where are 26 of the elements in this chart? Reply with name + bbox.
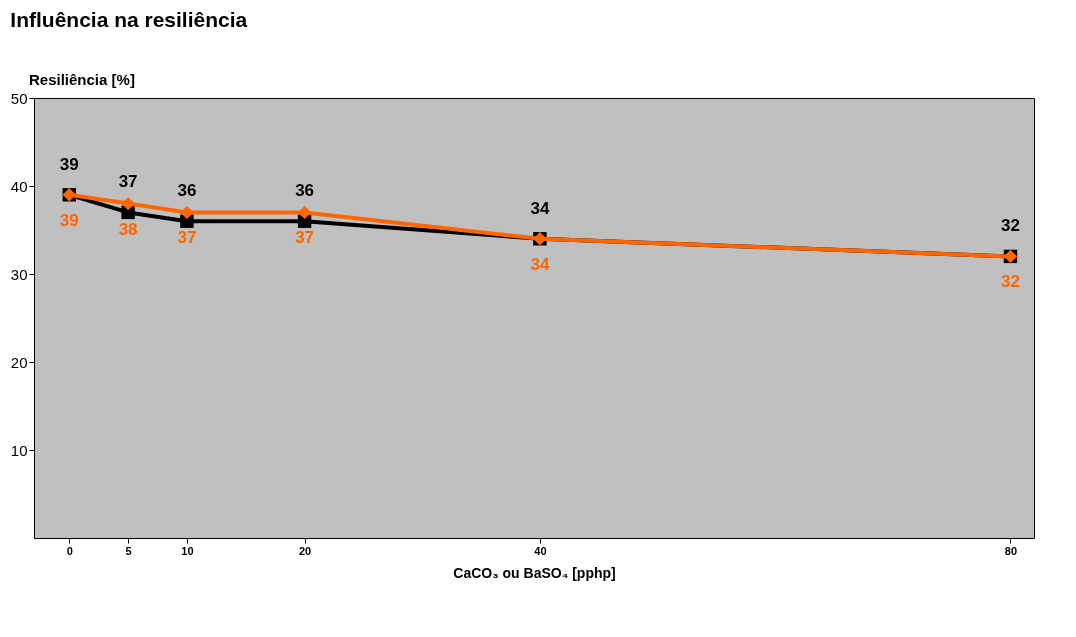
data-label: 36 — [295, 181, 315, 201]
x-tick-label: 5 — [125, 544, 132, 557]
x-tick-label: 0 — [66, 544, 73, 557]
data-label: 39 — [59, 154, 79, 174]
y-tick-label: 40 — [10, 177, 28, 195]
chart-title: Influência na resiliência — [10, 8, 248, 31]
data-label: 34 — [530, 198, 550, 218]
x-tick-label: 40 — [534, 544, 547, 557]
x-tick-label: 10 — [181, 544, 194, 557]
y-tick-label: 10 — [10, 441, 28, 459]
data-label: 36 — [177, 181, 197, 201]
data-label: 37 — [118, 172, 138, 192]
y-tick-label: 30 — [10, 265, 28, 283]
data-label: 34 — [530, 254, 550, 274]
data-label: 38 — [118, 219, 138, 239]
data-label: 37 — [177, 228, 197, 248]
data-label: 37 — [295, 228, 315, 248]
y-tick-label: 20 — [10, 353, 28, 371]
x-axis-title: CaCO₃ ou BaSO₄ [pphp] — [453, 564, 616, 581]
x-tick-label: 80 — [1004, 544, 1018, 557]
data-label: 32 — [1001, 272, 1020, 292]
y-tick-label: 50 — [10, 89, 28, 107]
data-label: 39 — [59, 210, 79, 230]
data-label: 32 — [1001, 216, 1020, 236]
y-axis-title: Resiliência [%] — [29, 71, 135, 88]
x-tick-label: 20 — [298, 544, 312, 557]
